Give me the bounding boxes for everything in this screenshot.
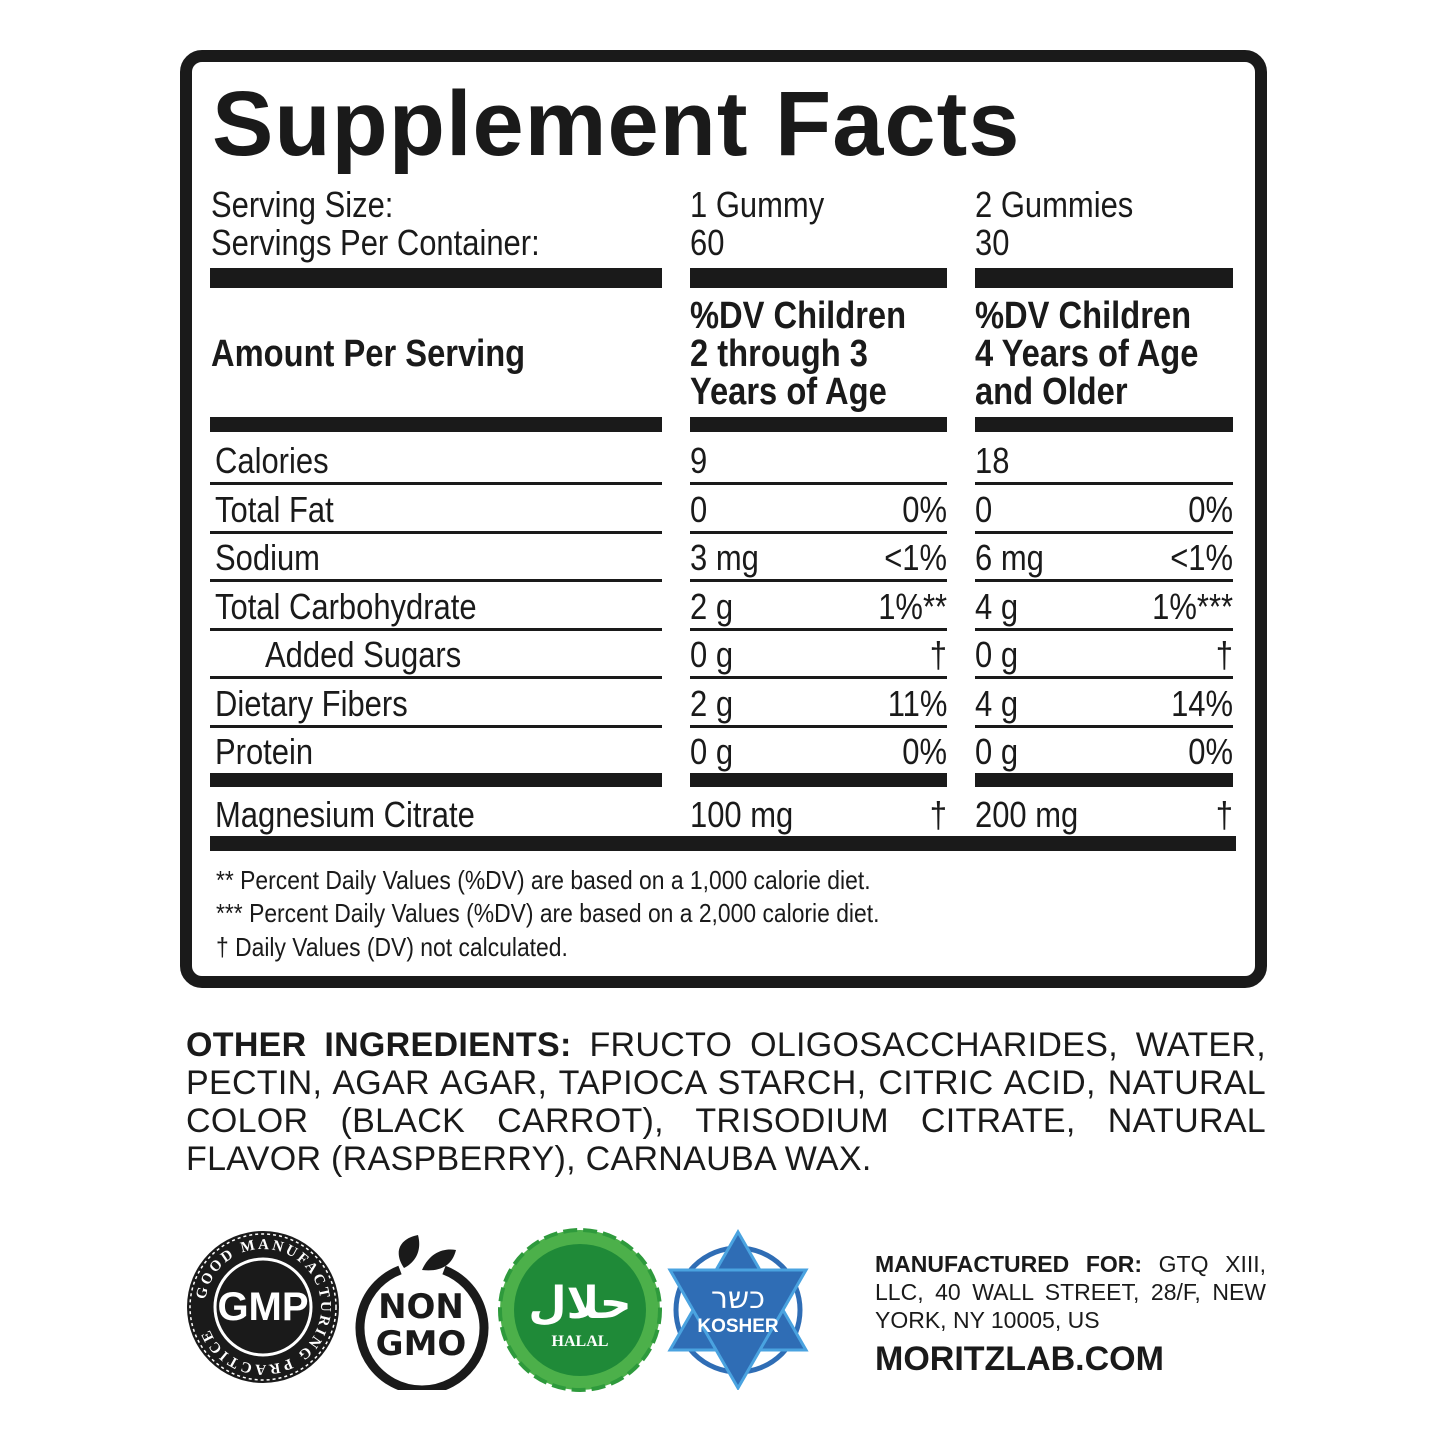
panel-title: Supplement Facts: [212, 73, 1021, 175]
svg-text:HALAL: HALAL: [552, 1333, 609, 1350]
other-ingredients: OTHER INGREDIENTS: FRUCTO OLIGOSACCHARID…: [186, 1026, 1266, 1178]
nutrient-label: Protein: [215, 731, 314, 772]
row-divider: [690, 724, 947, 728]
row-divider: [210, 579, 662, 582]
nutrient-label: Total Carbohydrate: [215, 585, 477, 627]
gmp-badge-icon: GOOD MANUFACTURING PRACTICE GMP: [187, 1231, 339, 1383]
row-divider: [690, 530, 947, 534]
col2-value: 18: [975, 440, 1010, 481]
col2-servings: 30: [975, 222, 1010, 263]
footnote: ** Percent Daily Values (%DV) are based …: [216, 865, 871, 895]
row-divider: [975, 627, 1233, 631]
svg-text:GMP: GMP: [217, 1285, 308, 1329]
row-divider: [210, 724, 662, 728]
col1-value: 3 mg <1%: [690, 537, 947, 578]
row-divider: [690, 676, 947, 679]
footnote: *** Percent Daily Values (%DV) are based…: [216, 898, 880, 928]
col1-value: 9: [690, 440, 708, 481]
halal-badge-icon: حلال HALAL: [498, 1228, 662, 1392]
kosher-badge-icon: כשר KOSHER: [667, 1228, 809, 1390]
row-divider: [210, 530, 662, 534]
divider: [690, 773, 947, 787]
serving-size-label: Serving Size:: [211, 184, 394, 225]
col1-value: 100 mg †: [690, 794, 947, 835]
row-divider: [975, 579, 1233, 582]
svg-text:GMO: GMO: [376, 1324, 467, 1364]
divider: [210, 268, 662, 288]
nutrient-label: Dietary Fibers: [215, 682, 408, 724]
divider: [690, 268, 947, 288]
amount-per-serving-label: Amount Per Serving: [211, 333, 526, 375]
col2-value: 4 g 14%: [975, 682, 1233, 724]
divider: [975, 268, 1233, 288]
svg-text:NON: NON: [378, 1287, 464, 1327]
row-divider: [690, 627, 947, 631]
divider: [210, 417, 662, 432]
nutrient-label: Added Sugars: [265, 634, 462, 675]
nutrient-label: Magnesium Citrate: [215, 794, 475, 835]
row-divider: [975, 482, 1233, 485]
col2-value: 0 0%: [975, 488, 1233, 530]
svg-text:KOSHER: KOSHER: [697, 1316, 779, 1337]
nutrient-label: Calories: [215, 440, 329, 481]
col2-header: %DV Children 4 Years of Age and Older: [975, 295, 1199, 413]
col1-serving-size: 1 Gummy: [690, 184, 825, 225]
col2-value: 200 mg †: [975, 794, 1233, 835]
col2-value: 0 g 0%: [975, 731, 1233, 772]
servings-per-container-label: Servings Per Container:: [211, 222, 540, 263]
row-divider: [975, 724, 1233, 728]
row-divider: [210, 482, 662, 485]
col2-value: 0 g †: [975, 634, 1233, 675]
row-divider: [210, 676, 662, 679]
non-gmo-badge-icon: NON GMO: [355, 1235, 489, 1390]
row-divider: [690, 579, 947, 582]
nutrient-label: Total Fat: [215, 488, 334, 530]
col1-value: 0 g 0%: [690, 731, 947, 772]
col2-value: 4 g 1%***: [975, 585, 1233, 627]
divider: [210, 773, 662, 787]
row-divider: [975, 530, 1233, 534]
row-divider: [975, 676, 1233, 679]
col2-value: 6 mg <1%: [975, 537, 1233, 578]
col2-serving-size: 2 Gummies: [975, 184, 1134, 225]
divider: [210, 836, 1236, 851]
col1-value: 2 g 1%**: [690, 585, 947, 627]
col1-value: 0 g †: [690, 634, 947, 675]
col1-value: 2 g 11%: [690, 682, 947, 724]
website-link[interactable]: MORITZLAB.COM: [875, 1340, 1164, 1378]
supplement-facts-panel: [180, 50, 1267, 988]
divider: [690, 417, 947, 432]
row-divider: [690, 482, 947, 485]
nutrient-label: Sodium: [215, 537, 320, 578]
row-divider: [210, 627, 662, 631]
col1-value: 0 0%: [690, 488, 947, 530]
divider: [975, 417, 1233, 432]
col1-servings: 60: [690, 222, 725, 263]
footnote: † Daily Values (DV) not calculated.: [216, 932, 568, 962]
col1-header: %DV Children 2 through 3 Years of Age: [690, 295, 907, 413]
divider: [975, 773, 1233, 787]
svg-text:כשר: כשר: [711, 1281, 765, 1316]
manufacturer-info: MANUFACTURED FOR: GTQ XIII, LLC, 40 WALL…: [875, 1251, 1267, 1333]
svg-text:حلال: حلال: [528, 1278, 631, 1329]
